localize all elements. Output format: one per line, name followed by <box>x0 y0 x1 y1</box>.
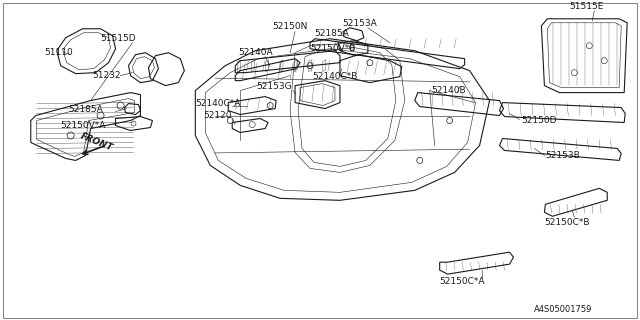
Text: 52140B: 52140B <box>432 85 467 95</box>
Text: A4S05001759: A4S05001759 <box>533 305 592 314</box>
Text: 52185A: 52185A <box>68 105 104 114</box>
Text: 52150D: 52150D <box>522 116 557 124</box>
Text: FRONT: FRONT <box>79 131 114 152</box>
Text: 51515D: 51515D <box>100 34 136 43</box>
Text: 52153B: 52153B <box>545 151 580 160</box>
Text: 52140A: 52140A <box>238 48 273 57</box>
Text: 52120: 52120 <box>204 110 232 120</box>
Text: 52150C*B: 52150C*B <box>545 218 590 227</box>
Text: 52153G: 52153G <box>256 82 292 91</box>
Text: 51232: 51232 <box>93 71 121 80</box>
Text: 52185A: 52185A <box>314 29 349 38</box>
Text: 52150C*A: 52150C*A <box>440 277 485 286</box>
Text: 51110: 51110 <box>45 48 74 57</box>
Text: 52150V*A: 52150V*A <box>61 121 106 130</box>
Text: 52140C*B: 52140C*B <box>312 72 357 81</box>
Text: 51515E: 51515E <box>570 2 604 11</box>
Text: 52140C*A: 52140C*A <box>195 99 241 108</box>
Text: 52153A: 52153A <box>342 19 377 28</box>
Text: 52150V*B: 52150V*B <box>310 44 355 53</box>
Text: 52150N: 52150N <box>272 22 307 31</box>
